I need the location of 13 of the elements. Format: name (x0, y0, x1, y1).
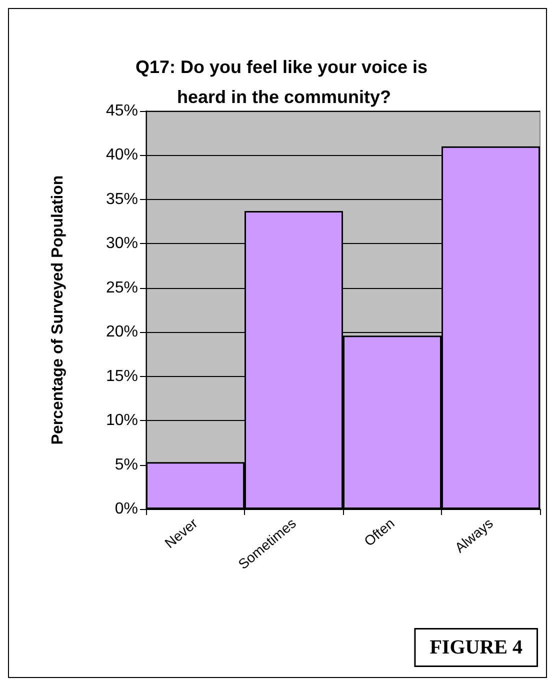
y-tick-label: 20% (106, 324, 138, 341)
chart-title: Q17: Do you feel like your voice is heard in the community? (135, 57, 433, 107)
y-tick-label: 40% (106, 146, 138, 164)
y-tick-label: 45% (106, 102, 138, 120)
y-tick-label: 25% (106, 279, 138, 296)
y-tick-label: 10% (106, 412, 138, 430)
y-tick-label: 0% (114, 500, 138, 518)
y-tick-label: 30% (106, 235, 138, 252)
y-tick-label: 15% (106, 368, 138, 385)
caption: FIGURE 4 (430, 636, 523, 658)
y-axis-title: Percentage of Surveyed Population (50, 175, 66, 445)
y-tick-label: 35% (106, 190, 138, 208)
y-tick-label: 5% (114, 456, 138, 474)
